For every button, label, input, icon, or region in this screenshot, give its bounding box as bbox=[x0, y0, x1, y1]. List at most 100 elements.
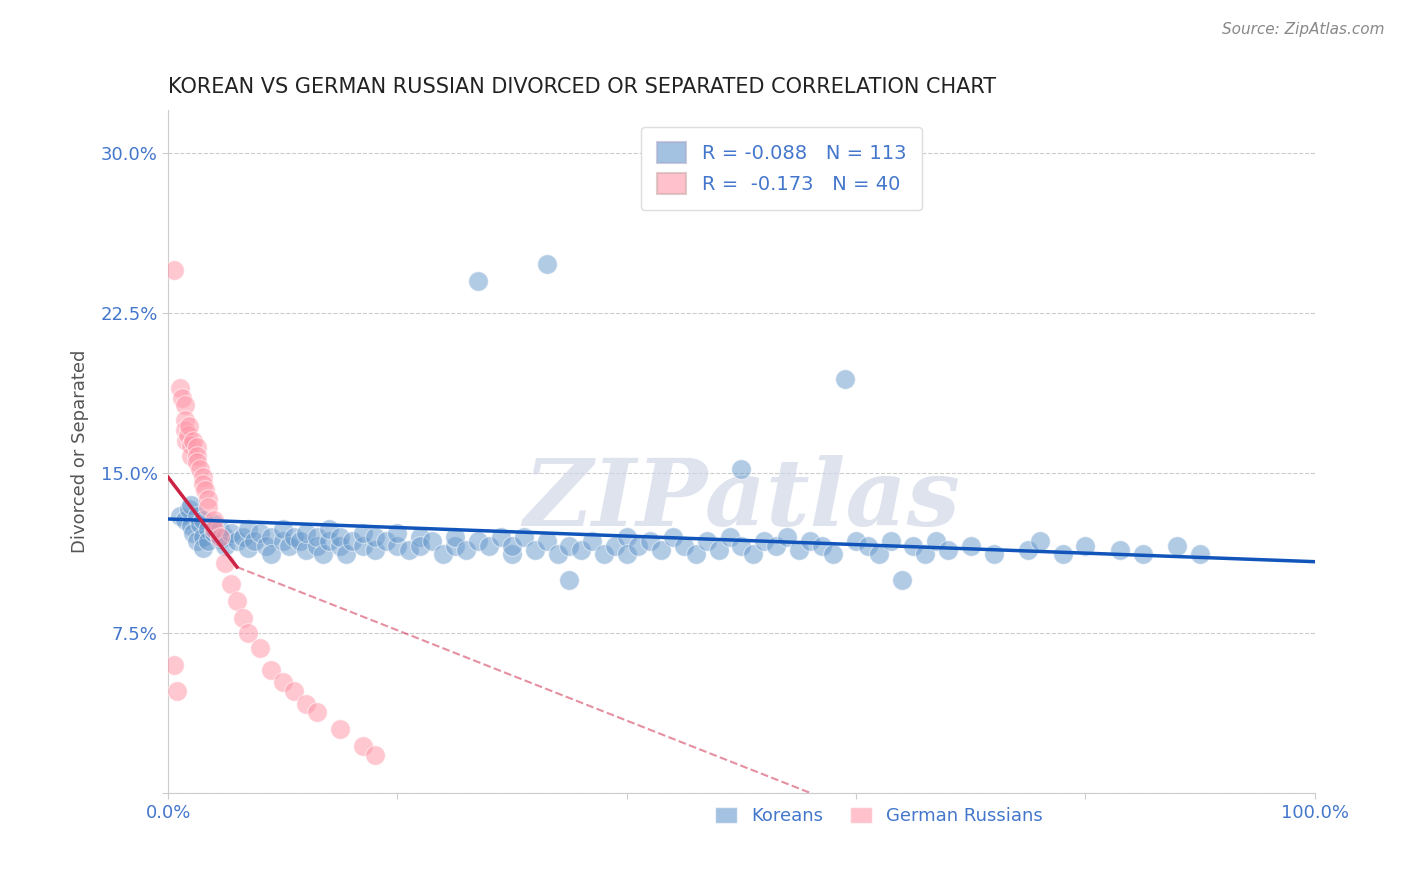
Point bbox=[456, 543, 478, 558]
Point bbox=[730, 462, 752, 476]
Point bbox=[891, 573, 914, 587]
Point bbox=[174, 413, 197, 427]
Point bbox=[536, 534, 558, 549]
Point bbox=[983, 547, 1005, 561]
Point bbox=[294, 525, 316, 540]
Point bbox=[696, 534, 718, 549]
Point bbox=[329, 723, 352, 737]
Point bbox=[283, 684, 305, 698]
Point bbox=[219, 577, 242, 591]
Point bbox=[194, 483, 217, 498]
Point bbox=[742, 547, 765, 561]
Point bbox=[238, 522, 260, 536]
Point bbox=[232, 530, 254, 544]
Point bbox=[329, 539, 352, 553]
Point bbox=[219, 525, 242, 540]
Point bbox=[208, 530, 231, 544]
Point bbox=[186, 508, 208, 523]
Point bbox=[387, 525, 409, 540]
Point bbox=[1189, 547, 1212, 561]
Point bbox=[238, 626, 260, 640]
Point bbox=[593, 547, 616, 561]
Point bbox=[191, 541, 214, 555]
Point bbox=[294, 543, 316, 558]
Point bbox=[188, 517, 211, 532]
Point bbox=[174, 398, 197, 412]
Point bbox=[673, 539, 696, 553]
Point bbox=[277, 539, 299, 553]
Text: KOREAN VS GERMAN RUSSIAN DIVORCED OR SEPARATED CORRELATION CHART: KOREAN VS GERMAN RUSSIAN DIVORCED OR SEP… bbox=[169, 78, 997, 97]
Point bbox=[174, 423, 197, 437]
Point bbox=[169, 508, 191, 523]
Point bbox=[271, 522, 294, 536]
Point bbox=[443, 539, 465, 553]
Point bbox=[616, 547, 638, 561]
Point bbox=[398, 543, 420, 558]
Point bbox=[478, 539, 501, 553]
Point bbox=[243, 534, 266, 549]
Point bbox=[288, 534, 311, 549]
Point bbox=[787, 543, 810, 558]
Point bbox=[558, 573, 581, 587]
Point bbox=[180, 498, 202, 512]
Point bbox=[845, 534, 868, 549]
Point bbox=[191, 530, 214, 544]
Point bbox=[1028, 534, 1050, 549]
Point bbox=[443, 530, 465, 544]
Point bbox=[363, 747, 385, 762]
Point bbox=[294, 697, 316, 711]
Point bbox=[823, 547, 845, 561]
Point bbox=[208, 522, 231, 536]
Point bbox=[174, 513, 197, 527]
Point bbox=[754, 534, 776, 549]
Point bbox=[536, 257, 558, 271]
Point bbox=[183, 525, 205, 540]
Point bbox=[271, 675, 294, 690]
Point bbox=[186, 449, 208, 463]
Legend: Koreans, German Russians: Koreans, German Russians bbox=[707, 799, 1050, 832]
Point bbox=[616, 530, 638, 544]
Point bbox=[375, 534, 398, 549]
Point bbox=[467, 534, 489, 549]
Point bbox=[387, 539, 409, 553]
Point bbox=[170, 392, 193, 406]
Point bbox=[202, 517, 225, 532]
Point bbox=[197, 500, 219, 515]
Point bbox=[163, 263, 186, 277]
Point bbox=[363, 543, 385, 558]
Point bbox=[318, 522, 340, 536]
Point bbox=[1052, 547, 1074, 561]
Point bbox=[409, 530, 432, 544]
Point bbox=[340, 534, 363, 549]
Point bbox=[936, 543, 959, 558]
Point bbox=[214, 539, 236, 553]
Point bbox=[834, 372, 856, 386]
Point bbox=[163, 658, 186, 673]
Point bbox=[730, 539, 752, 553]
Point bbox=[176, 427, 198, 442]
Point bbox=[685, 547, 707, 561]
Point bbox=[524, 543, 547, 558]
Point bbox=[879, 534, 901, 549]
Point bbox=[177, 419, 200, 434]
Point bbox=[409, 539, 432, 553]
Point bbox=[249, 641, 271, 656]
Point bbox=[183, 434, 205, 448]
Point bbox=[605, 539, 627, 553]
Point bbox=[186, 455, 208, 469]
Point bbox=[925, 534, 948, 549]
Point bbox=[271, 534, 294, 549]
Point bbox=[260, 663, 283, 677]
Point bbox=[197, 522, 219, 536]
Point bbox=[197, 534, 219, 549]
Point bbox=[363, 530, 385, 544]
Text: ZIPatlas: ZIPatlas bbox=[523, 455, 960, 544]
Point bbox=[208, 533, 231, 547]
Point bbox=[186, 441, 208, 455]
Point bbox=[249, 525, 271, 540]
Text: Source: ZipAtlas.com: Source: ZipAtlas.com bbox=[1222, 22, 1385, 37]
Point bbox=[1132, 547, 1154, 561]
Point bbox=[432, 547, 454, 561]
Point bbox=[558, 539, 581, 553]
Point bbox=[352, 539, 374, 553]
